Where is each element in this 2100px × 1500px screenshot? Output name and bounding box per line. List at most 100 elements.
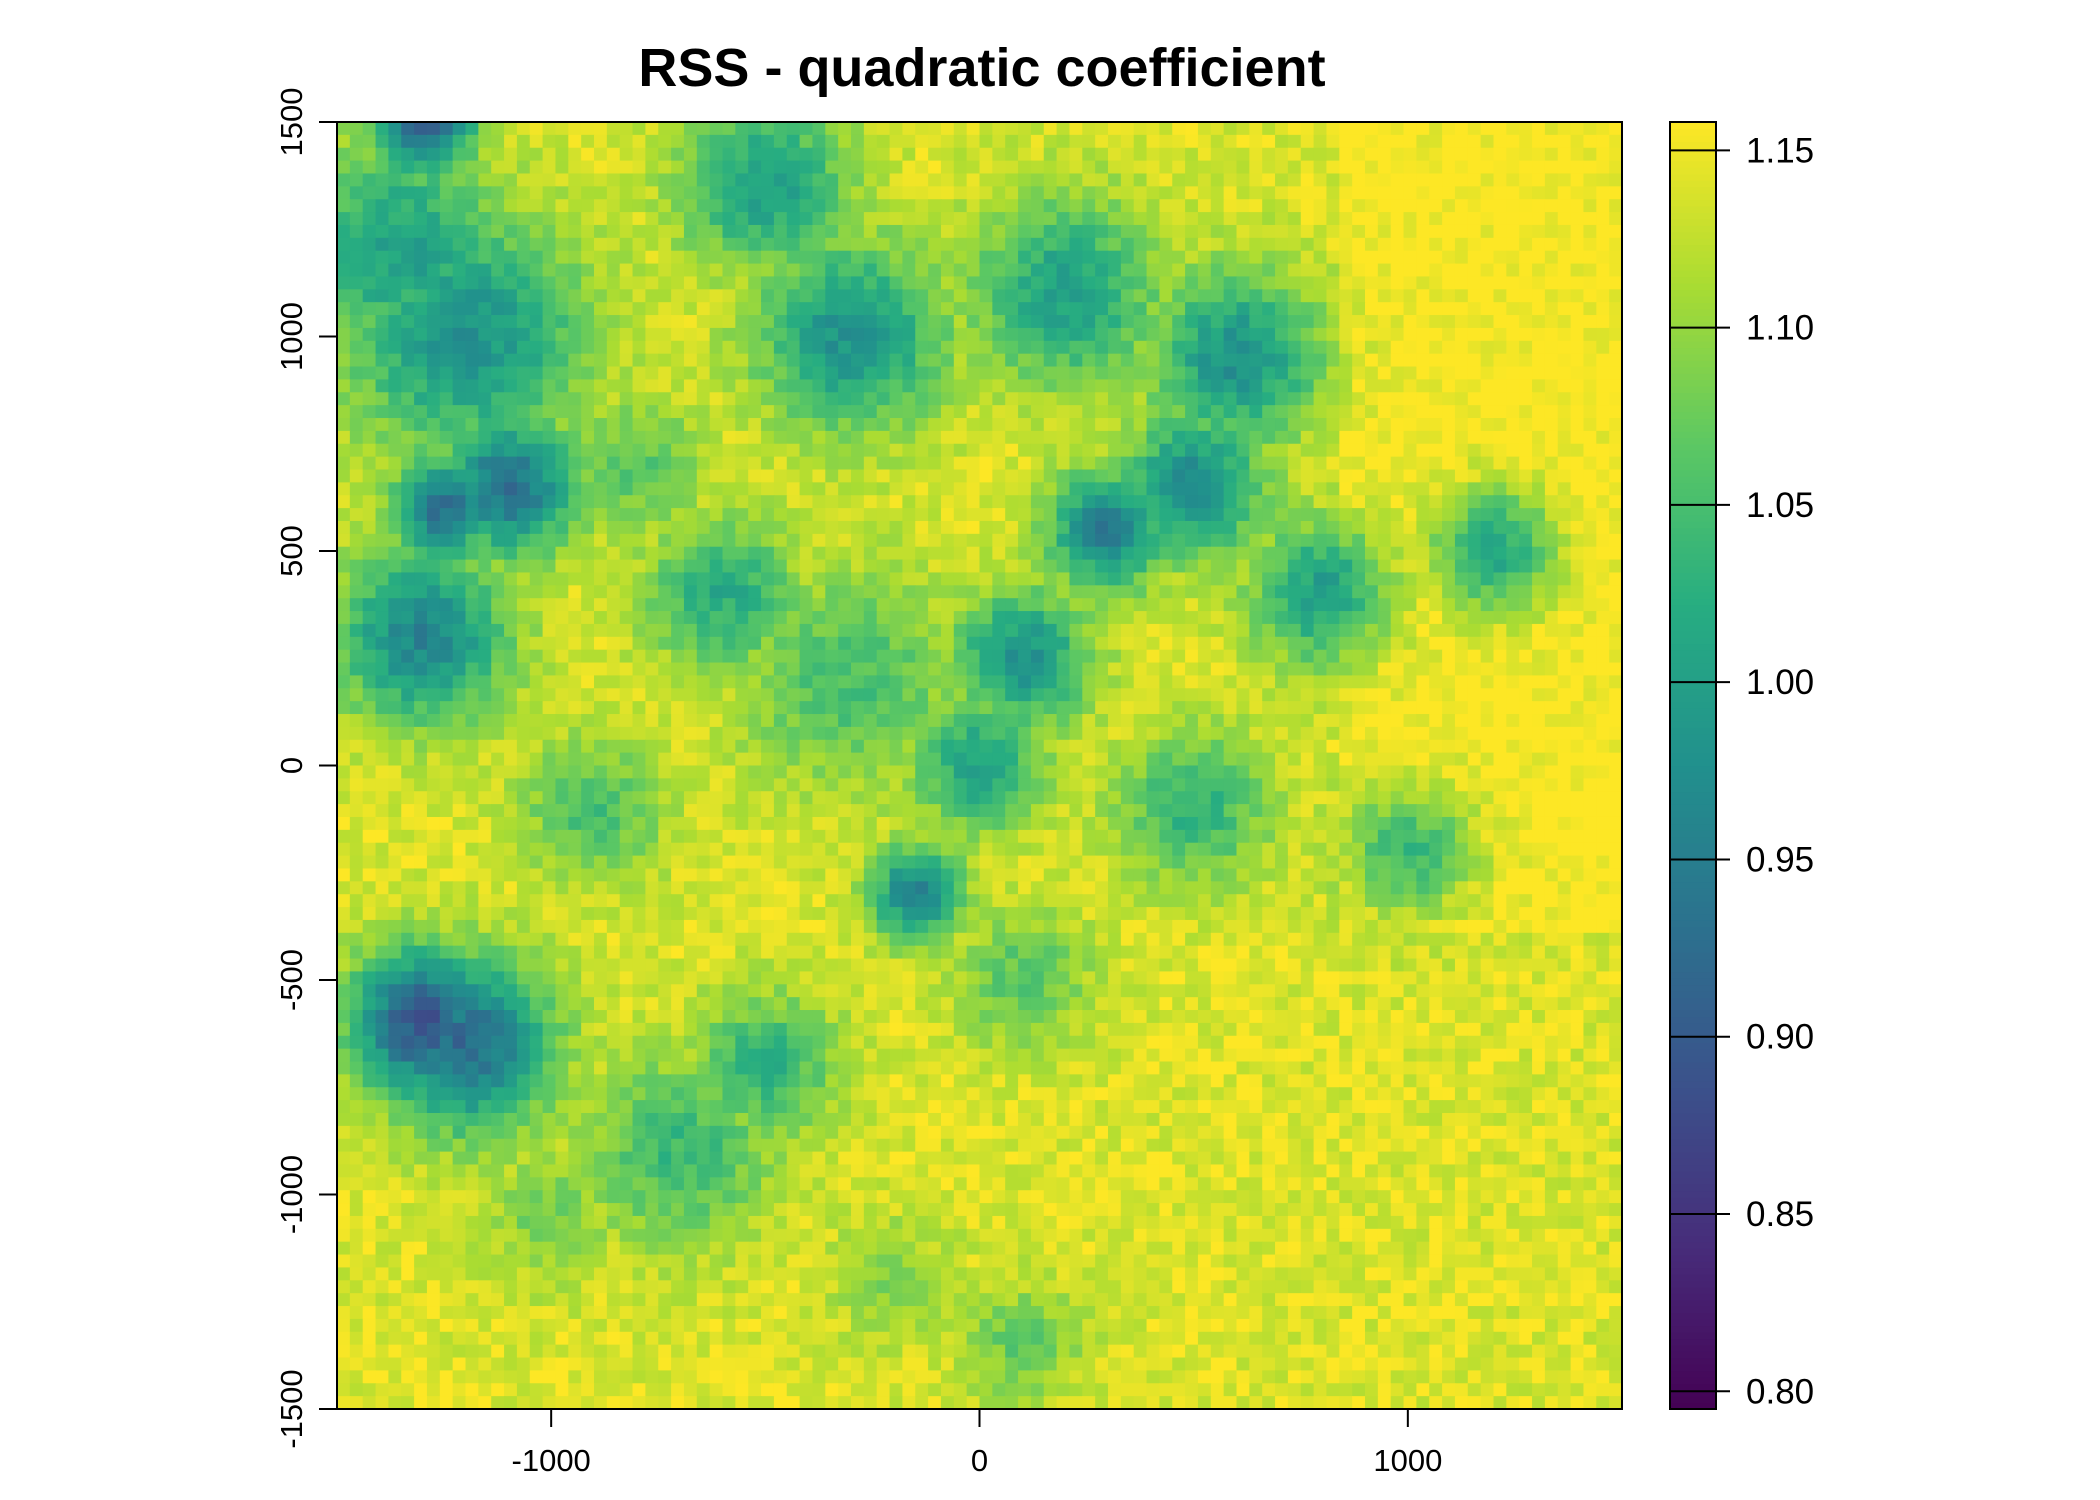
heatmap-cell bbox=[1223, 430, 1238, 445]
heatmap-cell bbox=[375, 598, 389, 612]
heatmap-cell bbox=[1583, 508, 1597, 522]
heatmap-cell bbox=[1467, 701, 1482, 715]
heatmap-cell bbox=[1403, 430, 1417, 445]
heatmap-cell bbox=[979, 739, 993, 754]
heatmap-cell bbox=[337, 662, 351, 677]
heatmap-cell bbox=[953, 315, 968, 329]
heatmap-cell bbox=[1043, 559, 1058, 574]
heatmap-cell bbox=[1082, 276, 1096, 290]
heatmap-cell bbox=[696, 134, 711, 149]
heatmap-cell bbox=[1557, 520, 1572, 535]
heatmap-cell bbox=[709, 701, 724, 715]
heatmap-cell bbox=[709, 623, 724, 638]
heatmap-cell bbox=[773, 147, 788, 162]
heatmap-cell bbox=[966, 559, 981, 574]
heatmap-cell bbox=[1390, 237, 1405, 252]
heatmap-cell bbox=[940, 289, 955, 303]
heatmap-cell bbox=[940, 302, 955, 316]
heatmap-cell bbox=[1442, 276, 1456, 290]
heatmap-cell bbox=[1172, 623, 1186, 638]
heatmap-cell bbox=[1570, 456, 1585, 471]
heatmap-cell bbox=[1493, 520, 1507, 535]
heatmap-cell bbox=[1467, 443, 1482, 458]
heatmap-cell bbox=[1082, 302, 1096, 316]
heatmap-cell bbox=[581, 662, 595, 677]
heatmap-cell bbox=[375, 366, 389, 380]
heatmap-cell bbox=[1326, 546, 1340, 561]
heatmap-cell bbox=[1018, 430, 1032, 445]
heatmap-cell bbox=[1275, 392, 1289, 406]
heatmap-cell bbox=[1185, 366, 1199, 380]
heatmap-cell bbox=[1185, 340, 1199, 355]
heatmap-cell bbox=[1120, 122, 1135, 136]
heatmap-cell bbox=[1365, 173, 1379, 187]
heatmap-cell bbox=[414, 160, 428, 175]
heatmap-cell bbox=[388, 508, 402, 522]
heatmap-cell bbox=[1519, 289, 1533, 303]
heatmap-cell bbox=[1056, 520, 1071, 535]
heatmap-cell bbox=[1570, 482, 1585, 496]
heatmap-cell bbox=[851, 623, 865, 638]
heatmap-cell bbox=[1069, 520, 1083, 535]
heatmap-cell bbox=[337, 585, 351, 599]
heatmap-cell bbox=[812, 662, 826, 677]
heatmap-cell bbox=[1108, 379, 1122, 393]
heatmap-cell bbox=[1249, 714, 1263, 728]
heatmap-cell bbox=[786, 302, 801, 316]
heatmap-cell bbox=[722, 263, 736, 278]
heatmap-cell bbox=[838, 701, 852, 715]
heatmap-cell bbox=[401, 289, 415, 303]
heatmap-cell bbox=[658, 546, 672, 561]
heatmap-cell bbox=[953, 714, 968, 728]
heatmap-cell bbox=[1249, 508, 1263, 522]
heatmap-cell bbox=[426, 649, 441, 664]
heatmap-cell bbox=[414, 533, 428, 548]
heatmap-cell bbox=[1043, 353, 1058, 368]
heatmap-cell bbox=[542, 752, 557, 767]
heatmap-cell bbox=[1133, 611, 1148, 625]
heatmap-cell bbox=[915, 340, 929, 355]
heatmap-cell bbox=[1544, 379, 1559, 393]
heatmap-cell bbox=[594, 559, 608, 574]
heatmap-cell bbox=[1570, 250, 1585, 265]
heatmap-cell bbox=[902, 237, 916, 252]
heatmap-cell bbox=[722, 443, 736, 458]
heatmap-cell bbox=[1005, 456, 1019, 471]
heatmap-cell bbox=[735, 418, 749, 432]
heatmap-cell bbox=[1609, 302, 1623, 316]
heatmap-cell bbox=[619, 199, 634, 213]
heatmap-cell bbox=[1596, 469, 1610, 483]
heatmap-cell bbox=[337, 623, 351, 638]
heatmap-cell bbox=[1313, 662, 1328, 677]
heatmap-cell bbox=[889, 147, 903, 162]
heatmap-cell bbox=[619, 263, 634, 278]
heatmap-cell bbox=[645, 636, 659, 651]
heatmap-cell bbox=[1519, 379, 1533, 393]
heatmap-cell bbox=[1300, 186, 1315, 200]
heatmap-cell bbox=[581, 533, 595, 548]
heatmap-cell bbox=[1095, 405, 1109, 419]
heatmap-cell bbox=[1377, 508, 1392, 522]
heatmap-cell bbox=[709, 379, 724, 393]
heatmap-cell bbox=[349, 315, 364, 329]
heatmap-cell bbox=[671, 147, 685, 162]
heatmap-cell bbox=[1506, 701, 1520, 715]
heatmap-cell bbox=[1159, 572, 1173, 586]
heatmap-cell bbox=[1133, 237, 1148, 252]
heatmap-cell bbox=[1043, 726, 1058, 741]
heatmap-cell bbox=[773, 675, 788, 689]
heatmap-cell bbox=[504, 546, 518, 561]
heatmap-cell bbox=[748, 482, 762, 496]
heatmap-cell bbox=[1596, 495, 1610, 509]
heatmap-cell bbox=[1609, 353, 1623, 368]
heatmap-cell bbox=[1544, 263, 1559, 278]
heatmap-cell bbox=[940, 173, 955, 187]
heatmap-cell bbox=[362, 688, 377, 702]
heatmap-cell bbox=[1018, 508, 1032, 522]
heatmap-cell bbox=[735, 340, 749, 355]
heatmap-cell bbox=[1172, 714, 1186, 728]
heatmap-cell bbox=[1442, 392, 1456, 406]
heatmap-cell bbox=[1223, 405, 1238, 419]
heatmap-cell bbox=[992, 186, 1006, 200]
heatmap-cell bbox=[1018, 443, 1032, 458]
